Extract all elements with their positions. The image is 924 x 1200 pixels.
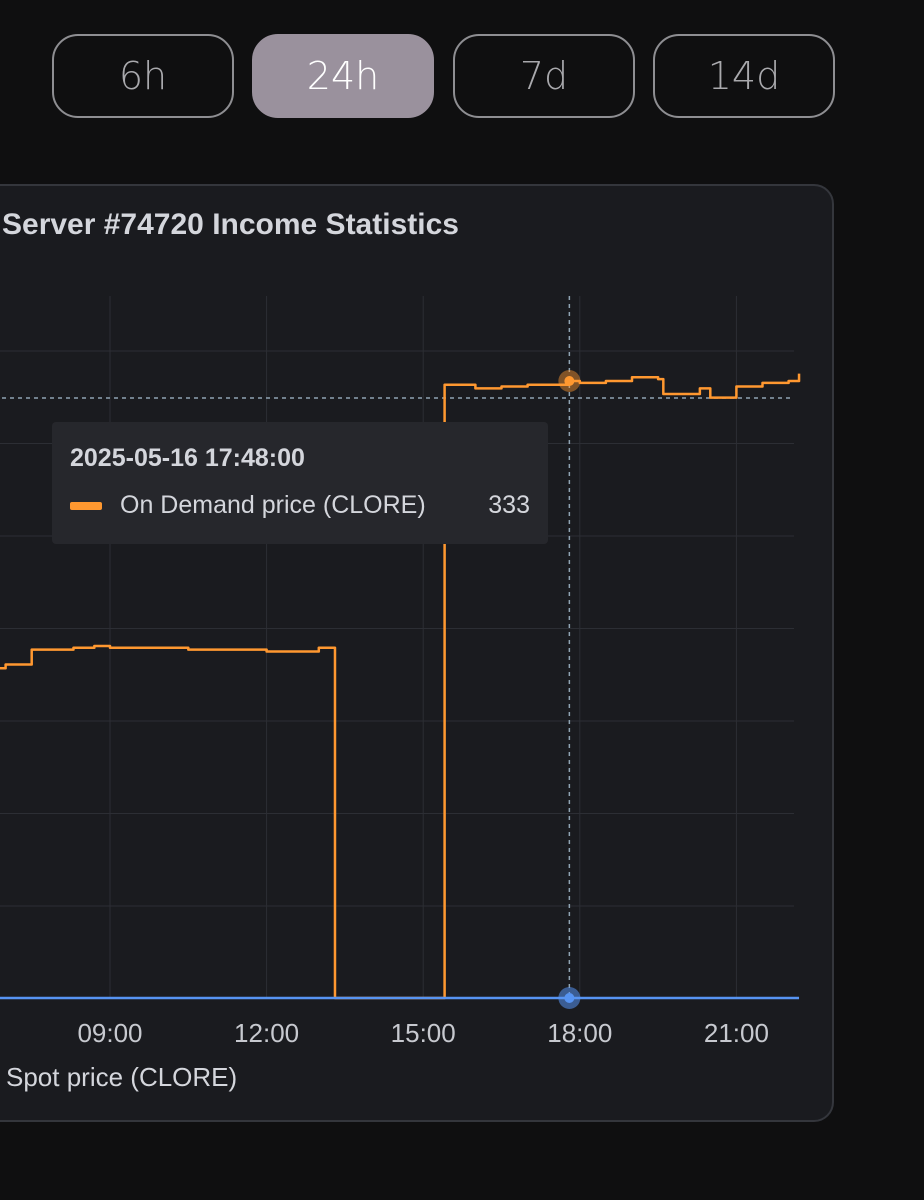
x-tick-label: 09:00 <box>77 1018 142 1048</box>
x-tick-label: 15:00 <box>391 1018 456 1048</box>
tooltip-series-name: On Demand price (CLORE) <box>120 491 426 519</box>
x-tick-label: 21:00 <box>704 1018 769 1048</box>
chart-plot[interactable]: 09:00 12:00 15:00 18:00 21:00 <box>0 186 834 1122</box>
income-chart-panel: Server #74720 Income Statistics 09:00 12:… <box>0 184 834 1122</box>
legend-label-spot: Spot price (CLORE) <box>6 1062 238 1092</box>
period-14d-button[interactable]: 14d <box>653 34 835 118</box>
x-tick-label: 12:00 <box>234 1018 299 1048</box>
period-selector: 6h 24h 7d 14d <box>0 0 924 160</box>
chart-tooltip: 2025-05-16 17:48:00 On Demand price (CLO… <box>52 422 548 544</box>
period-24h-button[interactable]: 24h <box>252 34 434 118</box>
chart-legend[interactable]: Spot price (CLORE) <box>0 1062 237 1093</box>
period-7d-button[interactable]: 7d <box>453 34 635 118</box>
period-6h-button[interactable]: 6h <box>52 34 234 118</box>
hover-marker-on-demand <box>564 376 575 386</box>
tooltip-row: On Demand price (CLORE) 333 <box>70 491 530 520</box>
tooltip-time: 2025-05-16 17:48:00 <box>70 444 305 472</box>
tooltip-series-swatch <box>70 501 102 510</box>
chart-title: Server #74720 Income Statistics <box>2 208 459 241</box>
tooltip-value: 333 <box>488 491 530 519</box>
series-line-on-demand <box>0 373 801 1000</box>
hover-marker-spot <box>564 993 575 1003</box>
x-tick-label: 18:00 <box>547 1018 612 1048</box>
